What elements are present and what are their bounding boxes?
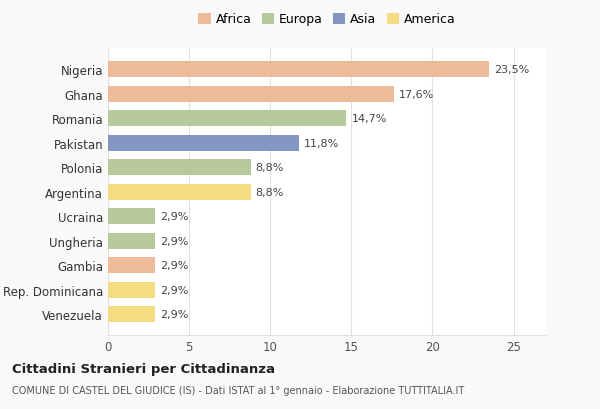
Text: 17,6%: 17,6% <box>398 90 434 99</box>
Bar <box>108 87 394 102</box>
Text: 23,5%: 23,5% <box>494 65 529 75</box>
Bar <box>108 160 251 176</box>
Text: 8,8%: 8,8% <box>256 187 284 197</box>
Legend: Africa, Europa, Asia, America: Africa, Europa, Asia, America <box>196 11 458 29</box>
Text: Cittadini Stranieri per Cittadinanza: Cittadini Stranieri per Cittadinanza <box>12 362 275 375</box>
Bar <box>108 306 155 322</box>
Text: 2,9%: 2,9% <box>160 310 188 319</box>
Text: 2,9%: 2,9% <box>160 212 188 222</box>
Text: 14,7%: 14,7% <box>352 114 387 124</box>
Text: 11,8%: 11,8% <box>304 138 340 148</box>
Text: 8,8%: 8,8% <box>256 163 284 173</box>
Bar <box>108 135 299 151</box>
Text: 2,9%: 2,9% <box>160 261 188 270</box>
Bar <box>108 62 489 78</box>
Bar <box>108 233 155 249</box>
Text: COMUNE DI CASTEL DEL GIUDICE (IS) - Dati ISTAT al 1° gennaio - Elaborazione TUTT: COMUNE DI CASTEL DEL GIUDICE (IS) - Dati… <box>12 385 464 395</box>
Text: 2,9%: 2,9% <box>160 285 188 295</box>
Text: 2,9%: 2,9% <box>160 236 188 246</box>
Bar <box>108 209 155 225</box>
Bar <box>108 282 155 298</box>
Bar <box>108 184 251 200</box>
Bar <box>108 111 346 127</box>
Bar <box>108 258 155 274</box>
